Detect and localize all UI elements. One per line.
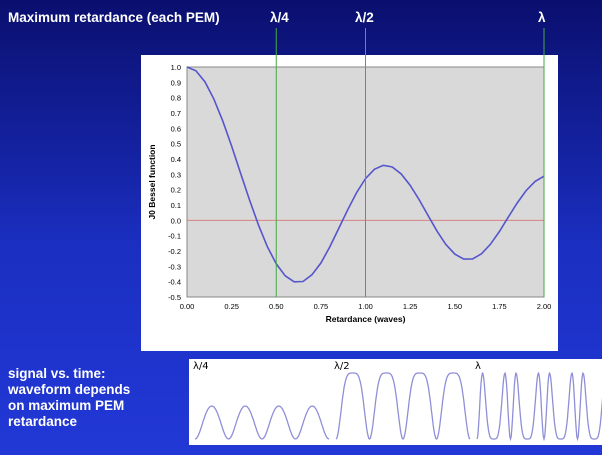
y-tick-label: 0.4 (171, 155, 181, 164)
y-tick-label: -0.3 (168, 262, 181, 271)
plot-area (186, 66, 545, 298)
waveform-panel-full: λ (471, 359, 602, 445)
signal-description-line: on maximum PEM (8, 398, 125, 413)
signal-description: signal vs. time: waveform depends on max… (8, 366, 178, 430)
waveform-plot (194, 405, 330, 440)
x-tick-label: 1.50 (447, 302, 462, 311)
x-tick-label: 2.00 (537, 302, 552, 311)
y-tick-label: 0.9 (171, 78, 181, 87)
y-tick-label: -0.4 (168, 278, 181, 287)
y-tick-label: 0.8 (171, 94, 181, 103)
waveform-plot (476, 371, 602, 442)
bessel-chart: 1.0 0.9 0.8 0.7 0.6 0.5 0.4 0.3 0.2 0.1 0.0 -0.1 -0.… (147, 63, 552, 324)
x-axis-label: Retardance (waves) (326, 314, 406, 324)
x-tick-label: 1.75 (492, 302, 507, 311)
y-tick-label: 0.1 (171, 201, 181, 210)
x-tick-label: 0.00 (180, 302, 195, 311)
x-tick-label: 0.25 (224, 302, 239, 311)
full-wave-marker-label: λ (538, 10, 546, 25)
waveform-curve (335, 372, 471, 440)
x-tick-label: 0.75 (314, 302, 329, 311)
waveform-plot (335, 372, 471, 440)
waveform-label: λ (475, 361, 481, 372)
y-tick-label: -0.5 (168, 293, 181, 302)
y-tick-label: -0.1 (168, 232, 181, 241)
signal-description-line: waveform depends (8, 382, 131, 397)
y-tick-label: 1.0 (171, 63, 181, 72)
bessel-chart-panel: 1.0 0.9 0.8 0.7 0.6 0.5 0.4 0.3 0.2 0.1 0.0 -0.1 -0.… (141, 55, 558, 351)
y-tick-label: 0.2 (171, 186, 181, 195)
x-tick-label: 1.25 (403, 302, 418, 311)
waveform-label: λ/4 (193, 361, 209, 372)
x-tick-label: 1.00 (358, 302, 373, 311)
y-tick-label: 0.5 (171, 140, 181, 149)
waveform-panel-quarter: λ/4 (189, 359, 335, 445)
waveform-curve (194, 405, 330, 440)
y-tick-label: 0.7 (171, 109, 181, 118)
waveform-panel-half: λ/2 (330, 359, 476, 445)
quarter-wave-marker-label: λ/4 (270, 10, 289, 25)
y-tick-label: 0.3 (171, 170, 181, 179)
y-axis-label: J0 Bessel function (147, 144, 157, 219)
y-tick-label: 0.0 (171, 216, 181, 225)
slide-title: Maximum retardance (each PEM) (8, 10, 220, 25)
waveform-curve (476, 371, 602, 442)
half-wave-marker-label: λ/2 (355, 10, 374, 25)
waveform-label: λ/2 (334, 361, 350, 372)
y-tick-label: 0.6 (171, 124, 181, 133)
x-tick-label: 0.50 (269, 302, 284, 311)
y-tick-label: -0.2 (168, 247, 181, 256)
signal-description-line: retardance (8, 414, 78, 429)
signal-description-line: signal vs. time: (8, 366, 106, 381)
